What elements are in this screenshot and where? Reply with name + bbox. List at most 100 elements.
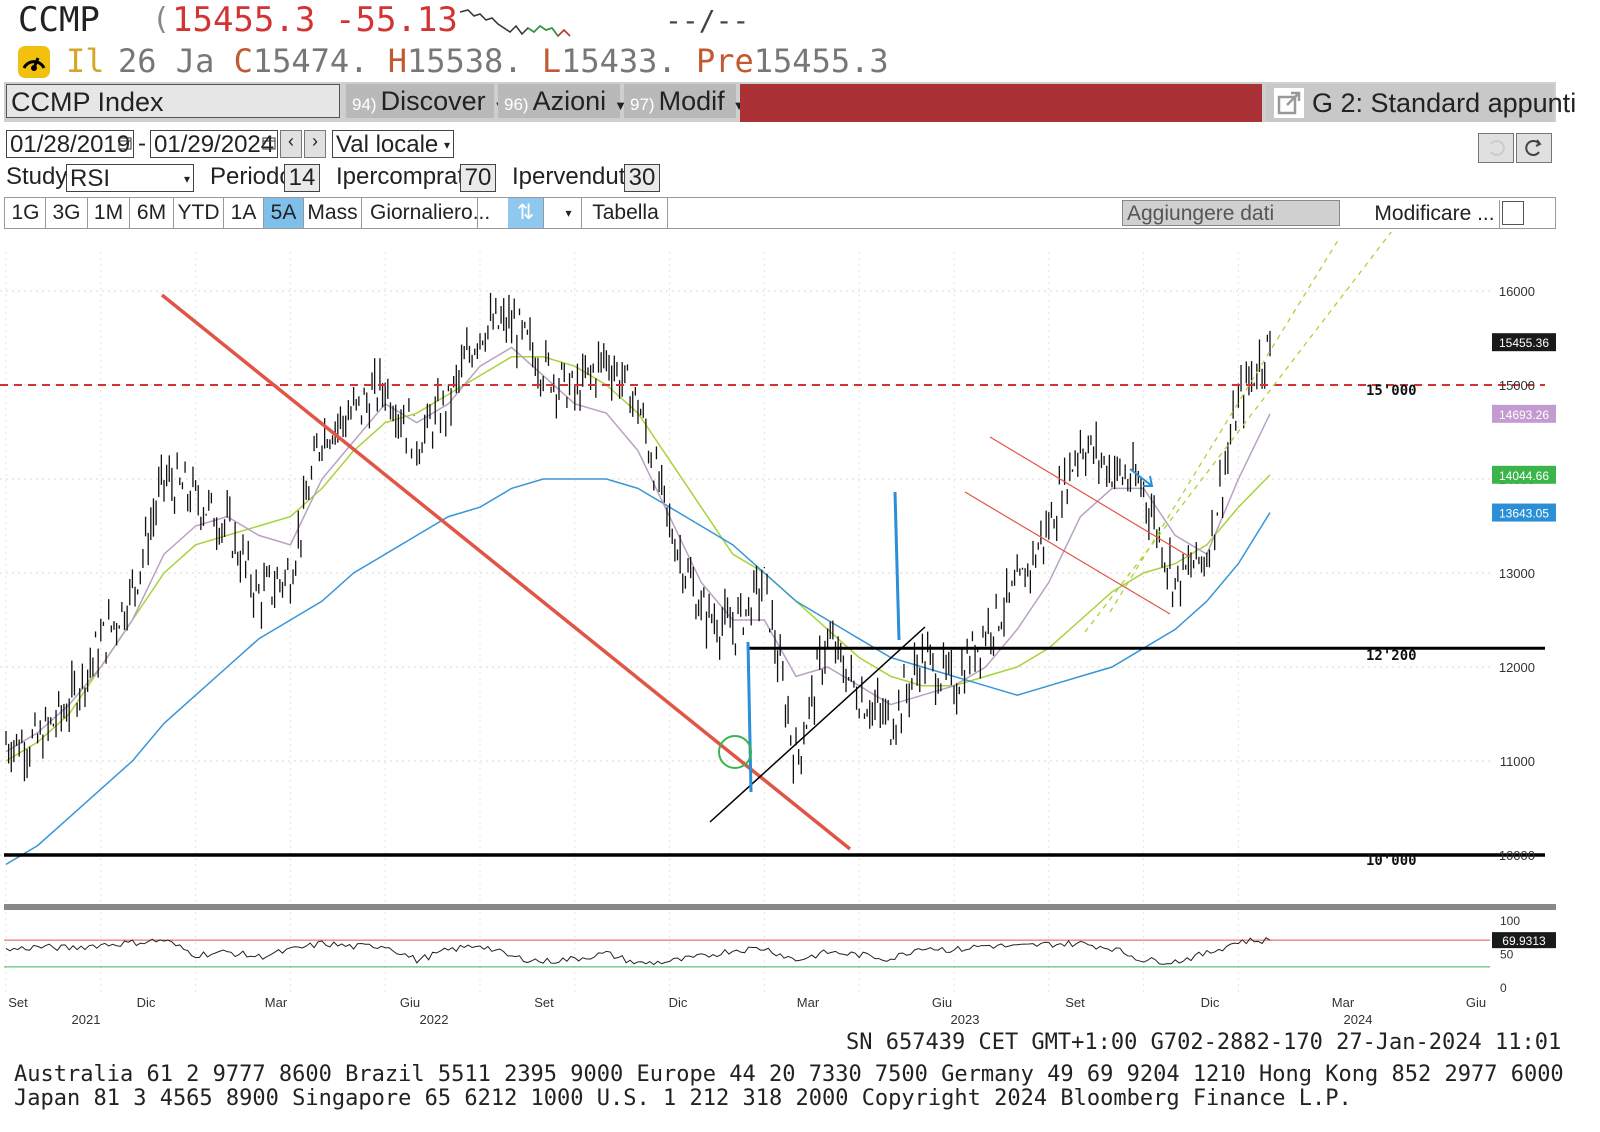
rsi-pane: 100 50 0 69.9313 xyxy=(4,904,1556,995)
x-month-label: Giu xyxy=(400,995,420,1010)
y-tick-label: 11000 xyxy=(1500,754,1535,769)
modify-button[interactable]: Modificare ... xyxy=(1370,200,1500,228)
gap-marker xyxy=(893,491,901,641)
price-chart: 16000150001400013000120001100010000 15'0… xyxy=(0,232,1556,1027)
add-data-input[interactable]: Aggiungere dati xyxy=(1122,200,1340,226)
price-tag-box xyxy=(1492,333,1556,352)
study-value: RSI xyxy=(70,165,111,192)
arrow-icon xyxy=(1129,468,1154,487)
next-range-button[interactable]: › xyxy=(304,130,326,158)
price-tag-box xyxy=(1492,465,1556,484)
price-tags: 15455.36 14693.26 14044.66 13643.05 xyxy=(1492,333,1556,522)
rsi-tag-box xyxy=(1492,932,1556,949)
period-label: Periodo xyxy=(210,163,293,190)
price-tag-label: 14044.66 xyxy=(1499,469,1549,483)
chart-type-dropdown-icon[interactable]: ▾ xyxy=(556,198,582,228)
x-year-label: 2023 xyxy=(951,1012,980,1027)
frequency-select[interactable]: Giornaliero... xyxy=(362,198,490,228)
uptrend-line xyxy=(709,626,926,823)
y-tick-label: 16000 xyxy=(1499,284,1535,299)
security-field[interactable]: CCMP Index xyxy=(6,84,340,118)
layout-selector[interactable]: G 2: Standard appunti xyxy=(1266,84,1576,122)
open-value: 15474. xyxy=(252,42,369,80)
price-series xyxy=(5,292,1271,784)
start-date-field[interactable]: 01/28/2019 xyxy=(6,130,134,158)
x-axis: Set Dic Mar Giu Set Dic Mar Giu Set Dic Mar Giu 2021… xyxy=(8,995,1486,1027)
period-1a-button[interactable]: 1A xyxy=(224,198,264,228)
session-info: SN 657439 CET GMT+1:00 G702-2882-170 27-… xyxy=(846,1030,1562,1055)
period-max-button[interactable]: Mass xyxy=(304,198,362,228)
x-month-label: Mar xyxy=(1332,995,1355,1010)
low-value: 15433. xyxy=(561,42,677,80)
gauge-icon xyxy=(18,46,50,78)
chart-grid xyxy=(0,252,1490,992)
prev-label: Pre xyxy=(695,42,754,80)
price-change: -55.13 xyxy=(335,0,458,40)
study-label: Study xyxy=(6,163,68,190)
x-month-label: Giu xyxy=(1466,995,1486,1010)
low-label: L xyxy=(541,42,562,80)
y-tick-label: 13000 xyxy=(1499,566,1535,581)
period-6m-button[interactable]: 6M xyxy=(130,198,174,228)
calendar-icon[interactable] xyxy=(262,136,276,155)
redo-button[interactable] xyxy=(1516,133,1552,163)
azioni-menu-num: 96) xyxy=(504,95,529,114)
projection-line-upper xyxy=(1109,236,1341,613)
x-month-label: Dic xyxy=(137,995,156,1010)
study-select[interactable]: RSI ▾ xyxy=(66,164,194,192)
period-1g-button[interactable]: 1G xyxy=(6,198,46,228)
period-ytd-button[interactable]: YTD xyxy=(174,198,224,228)
x-year-label: 2022 xyxy=(420,1012,449,1027)
calendar-icon[interactable] xyxy=(118,136,132,155)
discover-menu-label: Discover xyxy=(380,86,486,116)
info-label: Il xyxy=(66,42,105,80)
ma-line-2 xyxy=(5,478,1271,866)
time-field: --/-- xyxy=(665,4,750,37)
overbought-label: Ipercomprato xyxy=(336,163,478,190)
ticker-symbol: CCMP xyxy=(18,0,100,40)
x-month-label: Mar xyxy=(797,995,820,1010)
paren-glyph: ( xyxy=(152,2,171,37)
chart-type-icon[interactable]: ⇅ xyxy=(508,198,544,228)
currency-select[interactable]: Val locale ▾ xyxy=(332,130,454,158)
undo-button[interactable] xyxy=(1478,133,1514,163)
level-label: 10'000 xyxy=(1366,853,1417,869)
crossover-circle xyxy=(718,735,752,769)
x-month-label: Giu xyxy=(932,995,952,1010)
period-5a-button[interactable]: 5A xyxy=(264,198,304,228)
gap-marker xyxy=(746,641,753,793)
x-month-label: Set xyxy=(1065,995,1085,1010)
modif-menu[interactable]: 97)Modif▼ xyxy=(624,84,745,118)
discover-menu[interactable]: 94)Discover▼ xyxy=(346,84,506,118)
period-input[interactable]: 14 xyxy=(284,164,320,192)
end-date-field[interactable]: 01/29/2024 xyxy=(150,130,278,158)
open-label: C xyxy=(233,42,253,80)
overbought-input[interactable]: 70 xyxy=(460,164,496,192)
table-button[interactable]: Tabella xyxy=(584,198,668,228)
modif-menu-label: Modif xyxy=(658,86,725,116)
period-3g-button[interactable]: 3G xyxy=(46,198,88,228)
prev-value: 15455.3 xyxy=(753,42,889,80)
pane-divider xyxy=(4,904,1556,910)
annotations xyxy=(0,232,1545,857)
azioni-menu[interactable]: 96) Azioni ▼ xyxy=(498,84,627,118)
oversold-input[interactable]: 30 xyxy=(624,164,660,192)
date-separator: - xyxy=(138,130,146,157)
prev-range-button[interactable]: ‹ xyxy=(280,130,302,158)
level-labels: 15'000 12'200 10'000 xyxy=(1366,383,1417,869)
dropdown-arrow-icon: ▾ xyxy=(183,172,190,186)
contact-line-1: Australia 61 2 9777 8600 Brazil 5511 239… xyxy=(14,1062,1564,1087)
contact-line-2: Japan 81 3 4565 8900 Singapore 65 6212 1… xyxy=(14,1086,1352,1111)
high-label: H xyxy=(387,42,407,80)
intraday-sparkline xyxy=(460,9,571,38)
settings-icon[interactable] xyxy=(1502,201,1524,225)
downtrend-line xyxy=(160,293,852,851)
rsi-tick-label: 50 xyxy=(1500,948,1514,962)
quote-day: 26 Ja xyxy=(118,42,215,80)
export-icon[interactable] xyxy=(1274,88,1304,118)
x-month-label: Set xyxy=(8,995,28,1010)
azioni-menu-label: Azioni xyxy=(532,86,607,116)
period-1m-button[interactable]: 1M xyxy=(88,198,130,228)
last-price: 15455.3 xyxy=(172,0,316,40)
x-month-label: Mar xyxy=(265,995,288,1010)
